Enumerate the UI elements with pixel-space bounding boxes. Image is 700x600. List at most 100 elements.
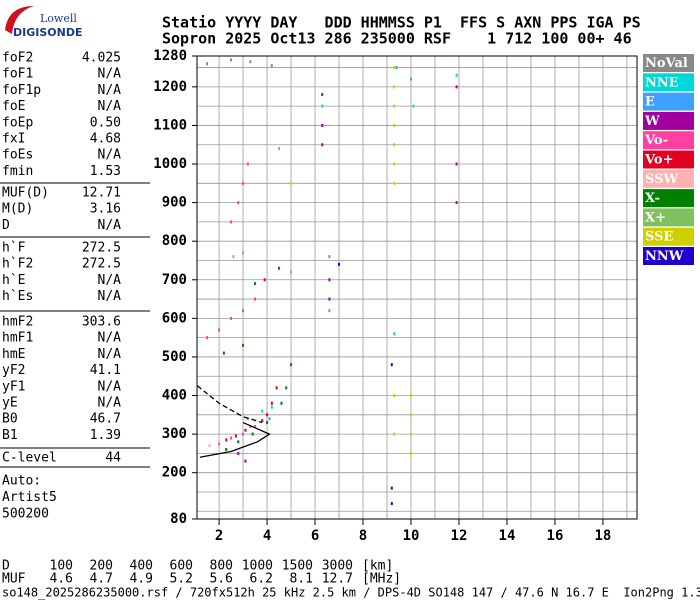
param-value: 46.7 bbox=[90, 412, 121, 427]
muf-unit: [MHz] bbox=[362, 572, 401, 587]
y-tick-label: 200 bbox=[162, 465, 187, 481]
echo-point bbox=[321, 143, 324, 147]
scaler-text: Artist5 bbox=[2, 490, 57, 505]
legend-label: Vo- bbox=[644, 133, 668, 148]
y-tick-label: 1200 bbox=[153, 79, 187, 95]
echo-point bbox=[225, 448, 228, 452]
legend-label: NNE bbox=[645, 75, 679, 90]
muf-value: 4.7 bbox=[90, 572, 113, 587]
param-value: N/A bbox=[98, 396, 122, 411]
y-tick-label: 80 bbox=[170, 511, 187, 527]
echo-point bbox=[242, 432, 245, 436]
echo-point bbox=[222, 351, 225, 355]
y-tick-label: 700 bbox=[162, 272, 187, 288]
echo-point bbox=[242, 181, 245, 185]
echo-point bbox=[232, 255, 235, 259]
param-value: N/A bbox=[98, 148, 122, 163]
echo-point bbox=[266, 413, 269, 417]
param-value: 1.53 bbox=[90, 164, 121, 179]
muf-value: 8.1 bbox=[290, 572, 313, 587]
legend-swatch bbox=[643, 150, 694, 169]
echo-point bbox=[393, 432, 396, 436]
echo-point bbox=[263, 278, 266, 282]
echo-point bbox=[242, 309, 245, 313]
echo-point bbox=[278, 147, 281, 151]
muf-row-label: D bbox=[2, 559, 10, 574]
echo-point bbox=[393, 85, 396, 89]
muf-value: 4.9 bbox=[130, 572, 153, 587]
param-label: yF2 bbox=[2, 363, 25, 378]
x-tick-label: 8 bbox=[359, 528, 367, 544]
x-tick-label: 16 bbox=[547, 528, 564, 544]
echo-point bbox=[206, 62, 209, 66]
param-value: 41.1 bbox=[90, 363, 121, 378]
x-tick-label: 2 bbox=[215, 528, 223, 544]
param-label: yE bbox=[2, 396, 18, 411]
param-label: fmin bbox=[2, 164, 33, 179]
legend-label: SSE bbox=[645, 230, 673, 245]
echo-point bbox=[237, 451, 240, 455]
legend-swatch bbox=[643, 92, 694, 111]
echo-point bbox=[328, 278, 331, 282]
distance: 3000 bbox=[322, 559, 353, 574]
echo-point bbox=[321, 123, 324, 127]
param-value: 44 bbox=[105, 451, 121, 466]
muf-row-label: MUF bbox=[2, 572, 26, 587]
echo-point bbox=[261, 419, 264, 423]
echo-point bbox=[393, 181, 396, 185]
echo-point bbox=[455, 73, 458, 77]
param-value: N/A bbox=[98, 347, 122, 362]
legend-swatch bbox=[643, 73, 694, 92]
echo-point bbox=[242, 343, 245, 347]
echo-point bbox=[328, 297, 331, 301]
echo-point bbox=[246, 162, 249, 166]
echo-point bbox=[455, 85, 458, 89]
echo-point bbox=[395, 66, 398, 70]
x-tick-label: 10 bbox=[403, 528, 420, 544]
legend-label: E bbox=[645, 95, 655, 110]
echo-point bbox=[266, 421, 269, 425]
legend-swatch bbox=[643, 169, 694, 188]
echo-point bbox=[393, 66, 396, 70]
echo-point bbox=[321, 93, 324, 97]
echo-point bbox=[225, 438, 228, 442]
param-label: M(D) bbox=[2, 202, 33, 217]
echo-point bbox=[254, 282, 257, 286]
param-value: N/A bbox=[98, 379, 122, 394]
x-tick-label: 4 bbox=[263, 528, 271, 544]
legend-swatch bbox=[643, 208, 694, 227]
echo-point bbox=[244, 428, 247, 432]
echo-point bbox=[249, 60, 252, 64]
distance: 600 bbox=[170, 559, 193, 574]
x-tick-label: 18 bbox=[595, 528, 612, 544]
echo-point bbox=[230, 58, 233, 62]
y-tick-label: 300 bbox=[162, 426, 187, 442]
echo-point bbox=[410, 432, 413, 436]
echo-point bbox=[393, 332, 396, 336]
param-value: 12.71 bbox=[82, 186, 121, 201]
echo-point bbox=[278, 266, 281, 270]
param-label: MUF(D) bbox=[2, 186, 49, 201]
scaler-text: Auto: bbox=[2, 474, 41, 489]
echo-point bbox=[270, 405, 273, 409]
plot-frame bbox=[196, 55, 638, 520]
x-tick-label: 12 bbox=[451, 528, 468, 544]
echo-point bbox=[410, 451, 413, 455]
echo-point bbox=[393, 394, 396, 398]
param-label: B1 bbox=[2, 428, 18, 443]
muf-value: 5.2 bbox=[170, 572, 193, 587]
param-label: foF1p bbox=[2, 83, 41, 98]
param-value: N/A bbox=[98, 331, 122, 346]
legend-swatch bbox=[643, 189, 694, 208]
echo-point bbox=[206, 336, 209, 340]
param-value: 272.5 bbox=[82, 241, 121, 256]
echo-point bbox=[237, 440, 240, 444]
y-tick-label: 1100 bbox=[153, 117, 187, 133]
param-value: N/A bbox=[98, 289, 122, 304]
param-label: hmE bbox=[2, 347, 25, 362]
echo-point bbox=[328, 255, 331, 259]
legend-swatch bbox=[643, 247, 694, 265]
param-label: B0 bbox=[2, 412, 18, 427]
